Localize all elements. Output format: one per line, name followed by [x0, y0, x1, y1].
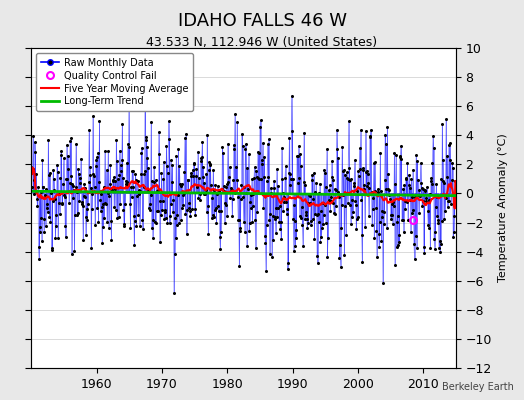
Y-axis label: Temperature Anomaly (°C): Temperature Anomaly (°C) — [497, 134, 508, 282]
Text: IDAHO FALLS 46 W: IDAHO FALLS 46 W — [178, 12, 346, 30]
Legend: Raw Monthly Data, Quality Control Fail, Five Year Moving Average, Long-Term Tren: Raw Monthly Data, Quality Control Fail, … — [36, 53, 193, 111]
Text: 43.533 N, 112.946 W (United States): 43.533 N, 112.946 W (United States) — [146, 36, 378, 49]
Text: Berkeley Earth: Berkeley Earth — [442, 382, 514, 392]
